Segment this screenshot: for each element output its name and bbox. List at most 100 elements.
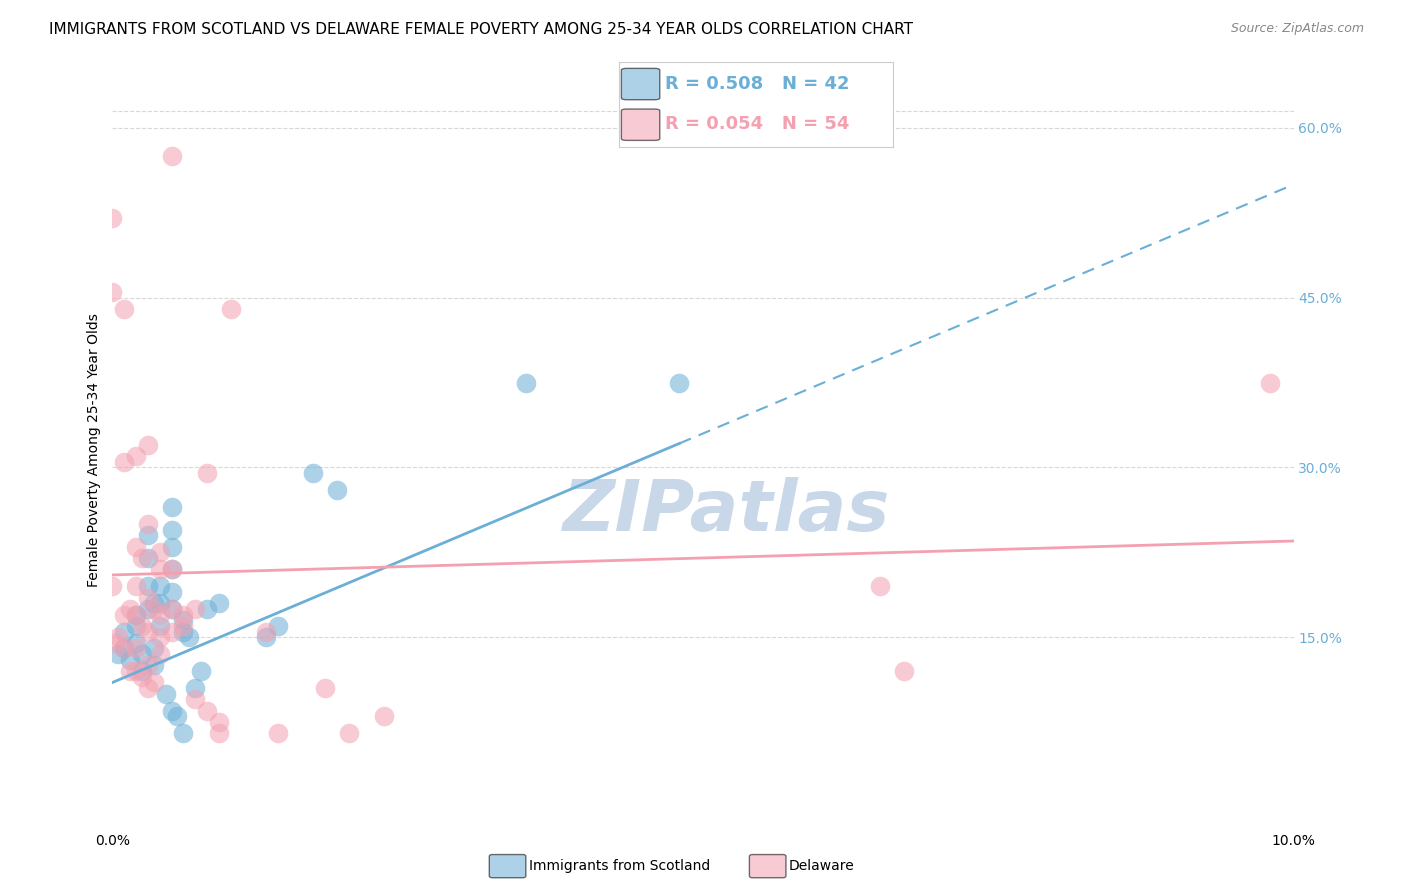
FancyBboxPatch shape bbox=[621, 109, 659, 140]
Point bbox=[267, 619, 290, 633]
Point bbox=[136, 438, 159, 452]
Point bbox=[160, 562, 183, 576]
Point bbox=[254, 630, 277, 644]
Point bbox=[337, 726, 360, 740]
Point bbox=[112, 641, 135, 656]
Point bbox=[184, 602, 207, 616]
Point bbox=[515, 376, 537, 390]
Point bbox=[172, 607, 194, 622]
Point bbox=[112, 607, 135, 622]
Point bbox=[125, 607, 148, 622]
Point bbox=[125, 607, 148, 622]
Point bbox=[160, 540, 183, 554]
Point bbox=[125, 636, 148, 650]
Point bbox=[195, 466, 218, 480]
Text: IMMIGRANTS FROM SCOTLAND VS DELAWARE FEMALE POVERTY AMONG 25-34 YEAR OLDS CORREL: IMMIGRANTS FROM SCOTLAND VS DELAWARE FEM… bbox=[49, 22, 914, 37]
Point bbox=[112, 641, 135, 656]
Point bbox=[142, 641, 165, 656]
Point bbox=[149, 562, 172, 576]
Point bbox=[149, 607, 172, 622]
Point bbox=[149, 630, 172, 644]
Point bbox=[869, 579, 891, 593]
Point bbox=[136, 579, 159, 593]
Point bbox=[125, 664, 148, 678]
Point bbox=[208, 596, 231, 610]
Y-axis label: Female Poverty Among 25-34 Year Olds: Female Poverty Among 25-34 Year Olds bbox=[87, 313, 101, 588]
Point bbox=[136, 624, 159, 639]
Point bbox=[101, 285, 124, 299]
Point bbox=[112, 624, 135, 639]
Point bbox=[155, 687, 177, 701]
Point bbox=[136, 658, 159, 673]
Point bbox=[136, 528, 159, 542]
Point bbox=[104, 636, 127, 650]
Point bbox=[120, 664, 142, 678]
Point bbox=[131, 670, 153, 684]
Point bbox=[668, 376, 690, 390]
Point bbox=[184, 692, 207, 706]
Point bbox=[125, 641, 148, 656]
Point bbox=[142, 658, 165, 673]
Point bbox=[208, 726, 231, 740]
Point bbox=[149, 579, 172, 593]
Text: ZIPatlas: ZIPatlas bbox=[562, 476, 890, 546]
Point bbox=[142, 675, 165, 690]
Point bbox=[136, 602, 159, 616]
Point bbox=[136, 516, 159, 531]
Point bbox=[120, 602, 142, 616]
Point bbox=[107, 630, 129, 644]
Point bbox=[125, 619, 148, 633]
Point bbox=[373, 709, 395, 723]
FancyBboxPatch shape bbox=[621, 69, 659, 100]
Point bbox=[101, 579, 124, 593]
Point bbox=[195, 602, 218, 616]
Point bbox=[160, 602, 183, 616]
Point bbox=[142, 602, 165, 616]
Point bbox=[131, 647, 153, 661]
Point bbox=[149, 545, 172, 559]
Point bbox=[302, 466, 325, 480]
Point bbox=[254, 624, 277, 639]
Point bbox=[208, 714, 231, 729]
Point bbox=[166, 709, 188, 723]
Point bbox=[149, 596, 172, 610]
Point bbox=[172, 613, 194, 627]
Point bbox=[160, 602, 183, 616]
Point bbox=[267, 726, 290, 740]
Point bbox=[125, 449, 148, 463]
Point bbox=[112, 301, 135, 316]
Point bbox=[893, 664, 915, 678]
Text: R = 0.054   N = 54: R = 0.054 N = 54 bbox=[665, 115, 849, 133]
Point bbox=[120, 653, 142, 667]
Point bbox=[160, 704, 183, 718]
Point bbox=[179, 630, 201, 644]
Point bbox=[149, 619, 172, 633]
Point bbox=[131, 619, 153, 633]
Point bbox=[142, 596, 165, 610]
Point bbox=[131, 664, 153, 678]
Point bbox=[112, 455, 135, 469]
Point bbox=[172, 619, 194, 633]
Point bbox=[195, 704, 218, 718]
Point bbox=[1258, 376, 1281, 390]
Point bbox=[136, 551, 159, 566]
Point bbox=[136, 591, 159, 605]
Point bbox=[326, 483, 349, 497]
Point bbox=[160, 624, 183, 639]
Point bbox=[160, 585, 183, 599]
Point bbox=[314, 681, 336, 695]
Text: Immigrants from Scotland: Immigrants from Scotland bbox=[529, 859, 710, 873]
Point bbox=[125, 579, 148, 593]
Point bbox=[172, 624, 194, 639]
Point bbox=[160, 500, 183, 514]
Point bbox=[160, 562, 183, 576]
Point bbox=[107, 647, 129, 661]
Point bbox=[172, 726, 194, 740]
Text: Source: ZipAtlas.com: Source: ZipAtlas.com bbox=[1230, 22, 1364, 36]
Point bbox=[149, 647, 172, 661]
Point bbox=[125, 540, 148, 554]
Point bbox=[184, 681, 207, 695]
Text: R = 0.508   N = 42: R = 0.508 N = 42 bbox=[665, 75, 849, 93]
Point bbox=[160, 523, 183, 537]
Point bbox=[190, 664, 212, 678]
